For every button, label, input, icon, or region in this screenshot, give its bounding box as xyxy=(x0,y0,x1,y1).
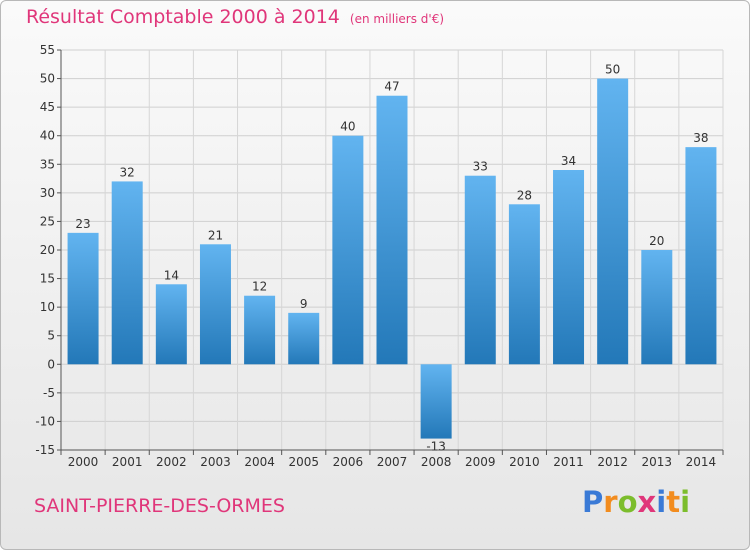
y-tick-label: 55 xyxy=(40,43,55,57)
x-tick-label-2003: 2003 xyxy=(200,455,231,469)
y-tick-label: 10 xyxy=(40,300,55,314)
value-label-2006: 40 xyxy=(340,120,355,134)
bars xyxy=(67,78,717,439)
logo-letter: x xyxy=(637,485,657,519)
value-label-2002: 14 xyxy=(164,268,179,282)
commune-name: SAINT-PIERRE-DES-ORMES xyxy=(34,495,285,517)
bar-2002 xyxy=(155,284,187,365)
value-label-2013: 20 xyxy=(649,234,664,248)
x-tick-label-2002: 2002 xyxy=(156,455,187,469)
value-label-2009: 33 xyxy=(473,160,488,174)
bar-2009 xyxy=(464,175,496,365)
value-label-2000: 23 xyxy=(75,217,90,231)
logo-letter: t xyxy=(666,485,681,519)
x-tick-label-2001: 2001 xyxy=(112,455,143,469)
value-labels: 23 32 14 21 12 9 40 47 -13 33 28 34 50 20 38 xyxy=(75,63,708,454)
x-tick-label-2006: 2006 xyxy=(333,455,364,469)
x-tick-label-2004: 2004 xyxy=(244,455,275,469)
logo-letter: r xyxy=(603,485,618,519)
y-tick-label: 15 xyxy=(40,272,55,286)
x-tick-label-2005: 2005 xyxy=(288,455,319,469)
bar-2012 xyxy=(597,78,629,365)
y-tick-label: 20 xyxy=(40,243,55,257)
value-label-2010: 28 xyxy=(517,188,532,202)
value-label-2005: 9 xyxy=(300,297,308,311)
axes: -15 -10 -5 0 5 10 15 20 25 30 35 40 45 50 55 2000 2001 20… xyxy=(35,43,724,469)
value-label-2001: 32 xyxy=(120,165,135,179)
bar-2005 xyxy=(288,312,320,365)
y-tick-label: 30 xyxy=(40,186,55,200)
y-tick-label: 40 xyxy=(40,129,55,143)
y-tick-label: -10 xyxy=(35,414,55,428)
bar-2001 xyxy=(111,181,143,365)
logo-letter: i xyxy=(656,485,667,519)
x-tick-label-2007: 2007 xyxy=(377,455,408,469)
bar-2007 xyxy=(376,95,408,365)
bar-2013 xyxy=(641,250,673,365)
value-label-2007: 47 xyxy=(384,80,399,94)
value-label-2012: 50 xyxy=(605,63,620,77)
value-label-2003: 21 xyxy=(208,228,223,242)
chart-title: Résultat Comptable 2000 à 2014 xyxy=(26,6,340,28)
y-tick-label: 35 xyxy=(40,157,55,171)
bar-2008 xyxy=(420,364,452,439)
y-tick-label: 0 xyxy=(47,357,55,371)
bar-2004 xyxy=(244,295,276,365)
x-tick-label-2010: 2010 xyxy=(509,455,540,469)
x-tick-label-2011: 2011 xyxy=(553,455,584,469)
chart-header: Résultat Comptable 2000 à 2014 (en millie… xyxy=(26,6,444,28)
bar-2006 xyxy=(332,135,364,365)
y-tick-label: 25 xyxy=(40,214,55,228)
bar-2010 xyxy=(508,204,540,365)
value-label-2011: 34 xyxy=(561,154,576,168)
y-tick-label: -15 xyxy=(35,443,55,457)
bar-2014 xyxy=(685,147,717,365)
value-label-2014: 38 xyxy=(693,131,708,145)
x-tick-label-2008: 2008 xyxy=(421,455,452,469)
x-tick-label-2014: 2014 xyxy=(686,455,717,469)
y-tick-label: -5 xyxy=(43,386,55,400)
x-tick-label-2012: 2012 xyxy=(597,455,628,469)
value-label-2008: -13 xyxy=(426,440,446,454)
logo-letter: i xyxy=(680,485,691,519)
bar-2003 xyxy=(199,244,231,365)
logo-letter: P xyxy=(582,485,604,519)
x-tick-label-2009: 2009 xyxy=(465,455,496,469)
y-tick-label: 45 xyxy=(40,100,55,114)
x-tick-label-2000: 2000 xyxy=(68,455,99,469)
x-tick-label-2013: 2013 xyxy=(642,455,673,469)
logo-letter: o xyxy=(617,485,638,519)
chart-subtitle: (en milliers d'€) xyxy=(349,12,445,26)
proxiti-logo: Proxiti xyxy=(582,485,690,519)
bar-2011 xyxy=(553,170,585,365)
y-tick-label: 50 xyxy=(40,72,55,86)
bar-2000 xyxy=(67,232,99,365)
value-label-2004: 12 xyxy=(252,280,267,294)
y-tick-label: 5 xyxy=(47,329,55,343)
